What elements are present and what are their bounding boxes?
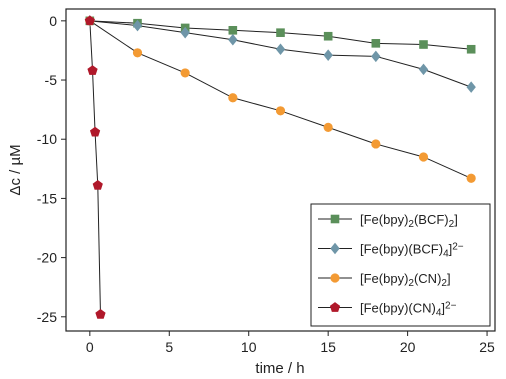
data-point-bcf4 [371, 50, 381, 63]
x-tick-label: 15 [320, 339, 336, 355]
legend-label-part: 2 [449, 219, 455, 230]
data-point-bcf2 [228, 26, 238, 35]
legend-label-part: (BCF) [414, 212, 449, 227]
legend-label-part: [Fe(bpy)(BCF) [360, 242, 443, 257]
series-line-cn4 [89, 20, 101, 315]
x-tick-label: 5 [165, 339, 173, 355]
x-tick-label: 0 [86, 339, 94, 355]
legend-label-part: ] [447, 271, 451, 286]
data-point-cn2 [323, 122, 333, 132]
data-point-cn2 [371, 139, 381, 149]
y-tick-label: -15 [37, 190, 57, 206]
data-point-bcf4 [418, 63, 429, 76]
legend-label-part: [Fe(bpy) [360, 271, 408, 286]
data-point-cn4 [95, 309, 106, 319]
legend-label-bcf4: [Fe(bpy)(BCF)4]2− [360, 241, 464, 259]
data-point-cn2 [132, 48, 143, 58]
legend-label-cn2: [Fe(bpy)2(CN)2] [360, 271, 451, 289]
legend-marker-cn4 [329, 302, 341, 312]
data-point-bcf2 [323, 31, 333, 41]
plot-frame [65, 8, 496, 332]
legend-label-bcf2: [Fe(bpy)2(BCF)2] [360, 212, 458, 230]
x-axis-title: time / h [255, 360, 304, 377]
data-point-bcf4 [228, 34, 238, 46]
data-point-bcf4 [275, 43, 286, 56]
legend-label-part: ] [454, 212, 458, 227]
legend-label-part: (CN) [414, 271, 441, 286]
legend-label-part: 4 [443, 248, 449, 259]
legend-label-part: ] [449, 242, 453, 257]
x-tick-label: 10 [241, 339, 257, 355]
legend-label-part: 2− [445, 300, 457, 311]
y-axis-title: Δc / µM [7, 144, 24, 195]
data-point-cn4 [87, 65, 98, 75]
data-point-bcf4 [132, 19, 143, 32]
y-tick-label: -25 [37, 309, 57, 325]
legend-label-part: 2 [408, 219, 414, 230]
legend-label-part: 2 [408, 278, 414, 289]
y-tick-label: -10 [37, 131, 57, 147]
legend-marker-cn2 [330, 273, 340, 283]
legend-label-cn4: [Fe(bpy)(CN)4]2− [360, 300, 457, 318]
data-point-bcf2 [371, 39, 381, 48]
legend-label-part: [Fe(bpy)(CN) [360, 301, 436, 316]
data-point-bcf4 [180, 26, 190, 39]
y-tick-label: -5 [45, 72, 58, 88]
data-point-cn4 [92, 180, 103, 190]
legend-label-part: [Fe(bpy) [360, 212, 408, 227]
y-tick-label: 0 [49, 13, 57, 29]
data-point-bcf4 [323, 49, 333, 61]
x-tick-label: 20 [400, 339, 416, 355]
legend-label-part: ] [441, 301, 445, 316]
y-tick-label: -20 [37, 250, 57, 266]
legend-label-part: 4 [436, 307, 442, 318]
data-point-cn4 [84, 15, 95, 26]
legend-label-part: 2 [441, 278, 447, 289]
legend-box [310, 203, 491, 327]
data-point-bcf2 [466, 44, 476, 54]
data-point-cn2 [275, 106, 286, 116]
data-point-cn2 [228, 93, 238, 103]
data-point-cn4 [89, 126, 101, 137]
data-point-bcf2 [419, 40, 428, 49]
data-point-bcf2 [276, 28, 285, 37]
legend-label-part: 2− [452, 241, 464, 252]
x-tick-label: 25 [479, 339, 495, 355]
data-point-bcf4 [466, 81, 476, 93]
data-point-cn2 [466, 173, 476, 183]
data-point-cn2 [180, 68, 190, 78]
legend-marker-bcf2 [330, 214, 340, 224]
data-point-cn2 [418, 152, 429, 162]
legend-marker-bcf4 [330, 242, 340, 255]
legend: [Fe(bpy)2(BCF)2][Fe(bpy)(BCF)4]2−[Fe(bpy… [310, 203, 491, 327]
